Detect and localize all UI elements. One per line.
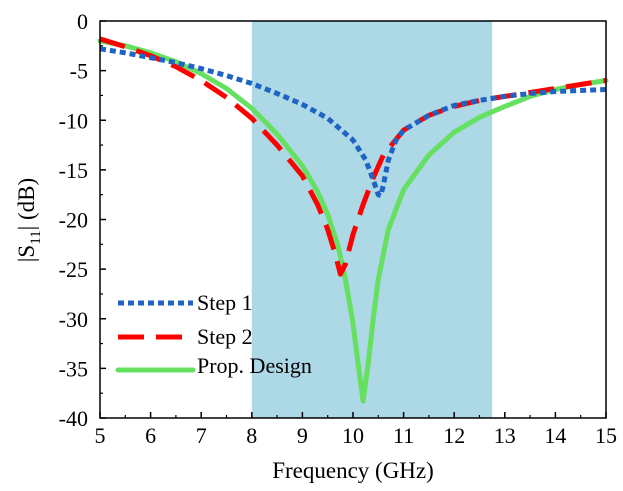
y-tick-label: -20 xyxy=(59,208,88,233)
series-line-prop-design xyxy=(97,38,609,404)
y-axis-title-prefix: |S xyxy=(14,245,39,262)
y-tick-label: -40 xyxy=(59,406,88,431)
legend: Step 1 Step 2 Prop. Design xyxy=(115,290,312,378)
x-tick-label: 5 xyxy=(95,423,106,448)
x-tick-label: 6 xyxy=(145,423,156,448)
y-tick-label: -5 xyxy=(70,59,88,84)
y-axis-title-suffix: | (dB) xyxy=(14,178,39,231)
y-tick-label: 0 xyxy=(77,9,88,34)
series-layer xyxy=(97,36,609,404)
x-tick-label: 11 xyxy=(393,423,414,448)
x-tick-label: 10 xyxy=(342,423,364,448)
x-tick-label: 8 xyxy=(246,423,257,448)
legend-label-step-2: Step 2 xyxy=(197,324,253,349)
legend-label-step-1: Step 1 xyxy=(197,290,253,315)
series-line-step-1 xyxy=(99,46,607,199)
x-tick-label: 14 xyxy=(544,423,566,448)
y-tick-label: -30 xyxy=(59,307,88,332)
legend-label-prop-design: Prop. Design xyxy=(197,353,312,378)
y-tick-label: -25 xyxy=(59,257,88,282)
x-axis-title: Frequency (GHz) xyxy=(272,458,434,483)
x-tick-label: 15 xyxy=(595,423,617,448)
x-tick-label: 13 xyxy=(494,423,516,448)
y-tick-label: -10 xyxy=(59,108,88,133)
y-axis-title-sub: 11 xyxy=(28,230,44,244)
ticks-layer: 5 6 7 8 9 10 11 12 13 14 15 0 -5 -10 -15 -20 -25 -30 -35 -4… xyxy=(59,9,617,448)
x-tick-label: 9 xyxy=(297,423,308,448)
y-axis-title: |S11| (dB) xyxy=(14,178,44,262)
x-tick-label: 12 xyxy=(443,423,465,448)
y-tick-label: -35 xyxy=(59,356,88,381)
y-tick-label: -15 xyxy=(59,158,88,183)
x-tick-label: 7 xyxy=(196,423,207,448)
